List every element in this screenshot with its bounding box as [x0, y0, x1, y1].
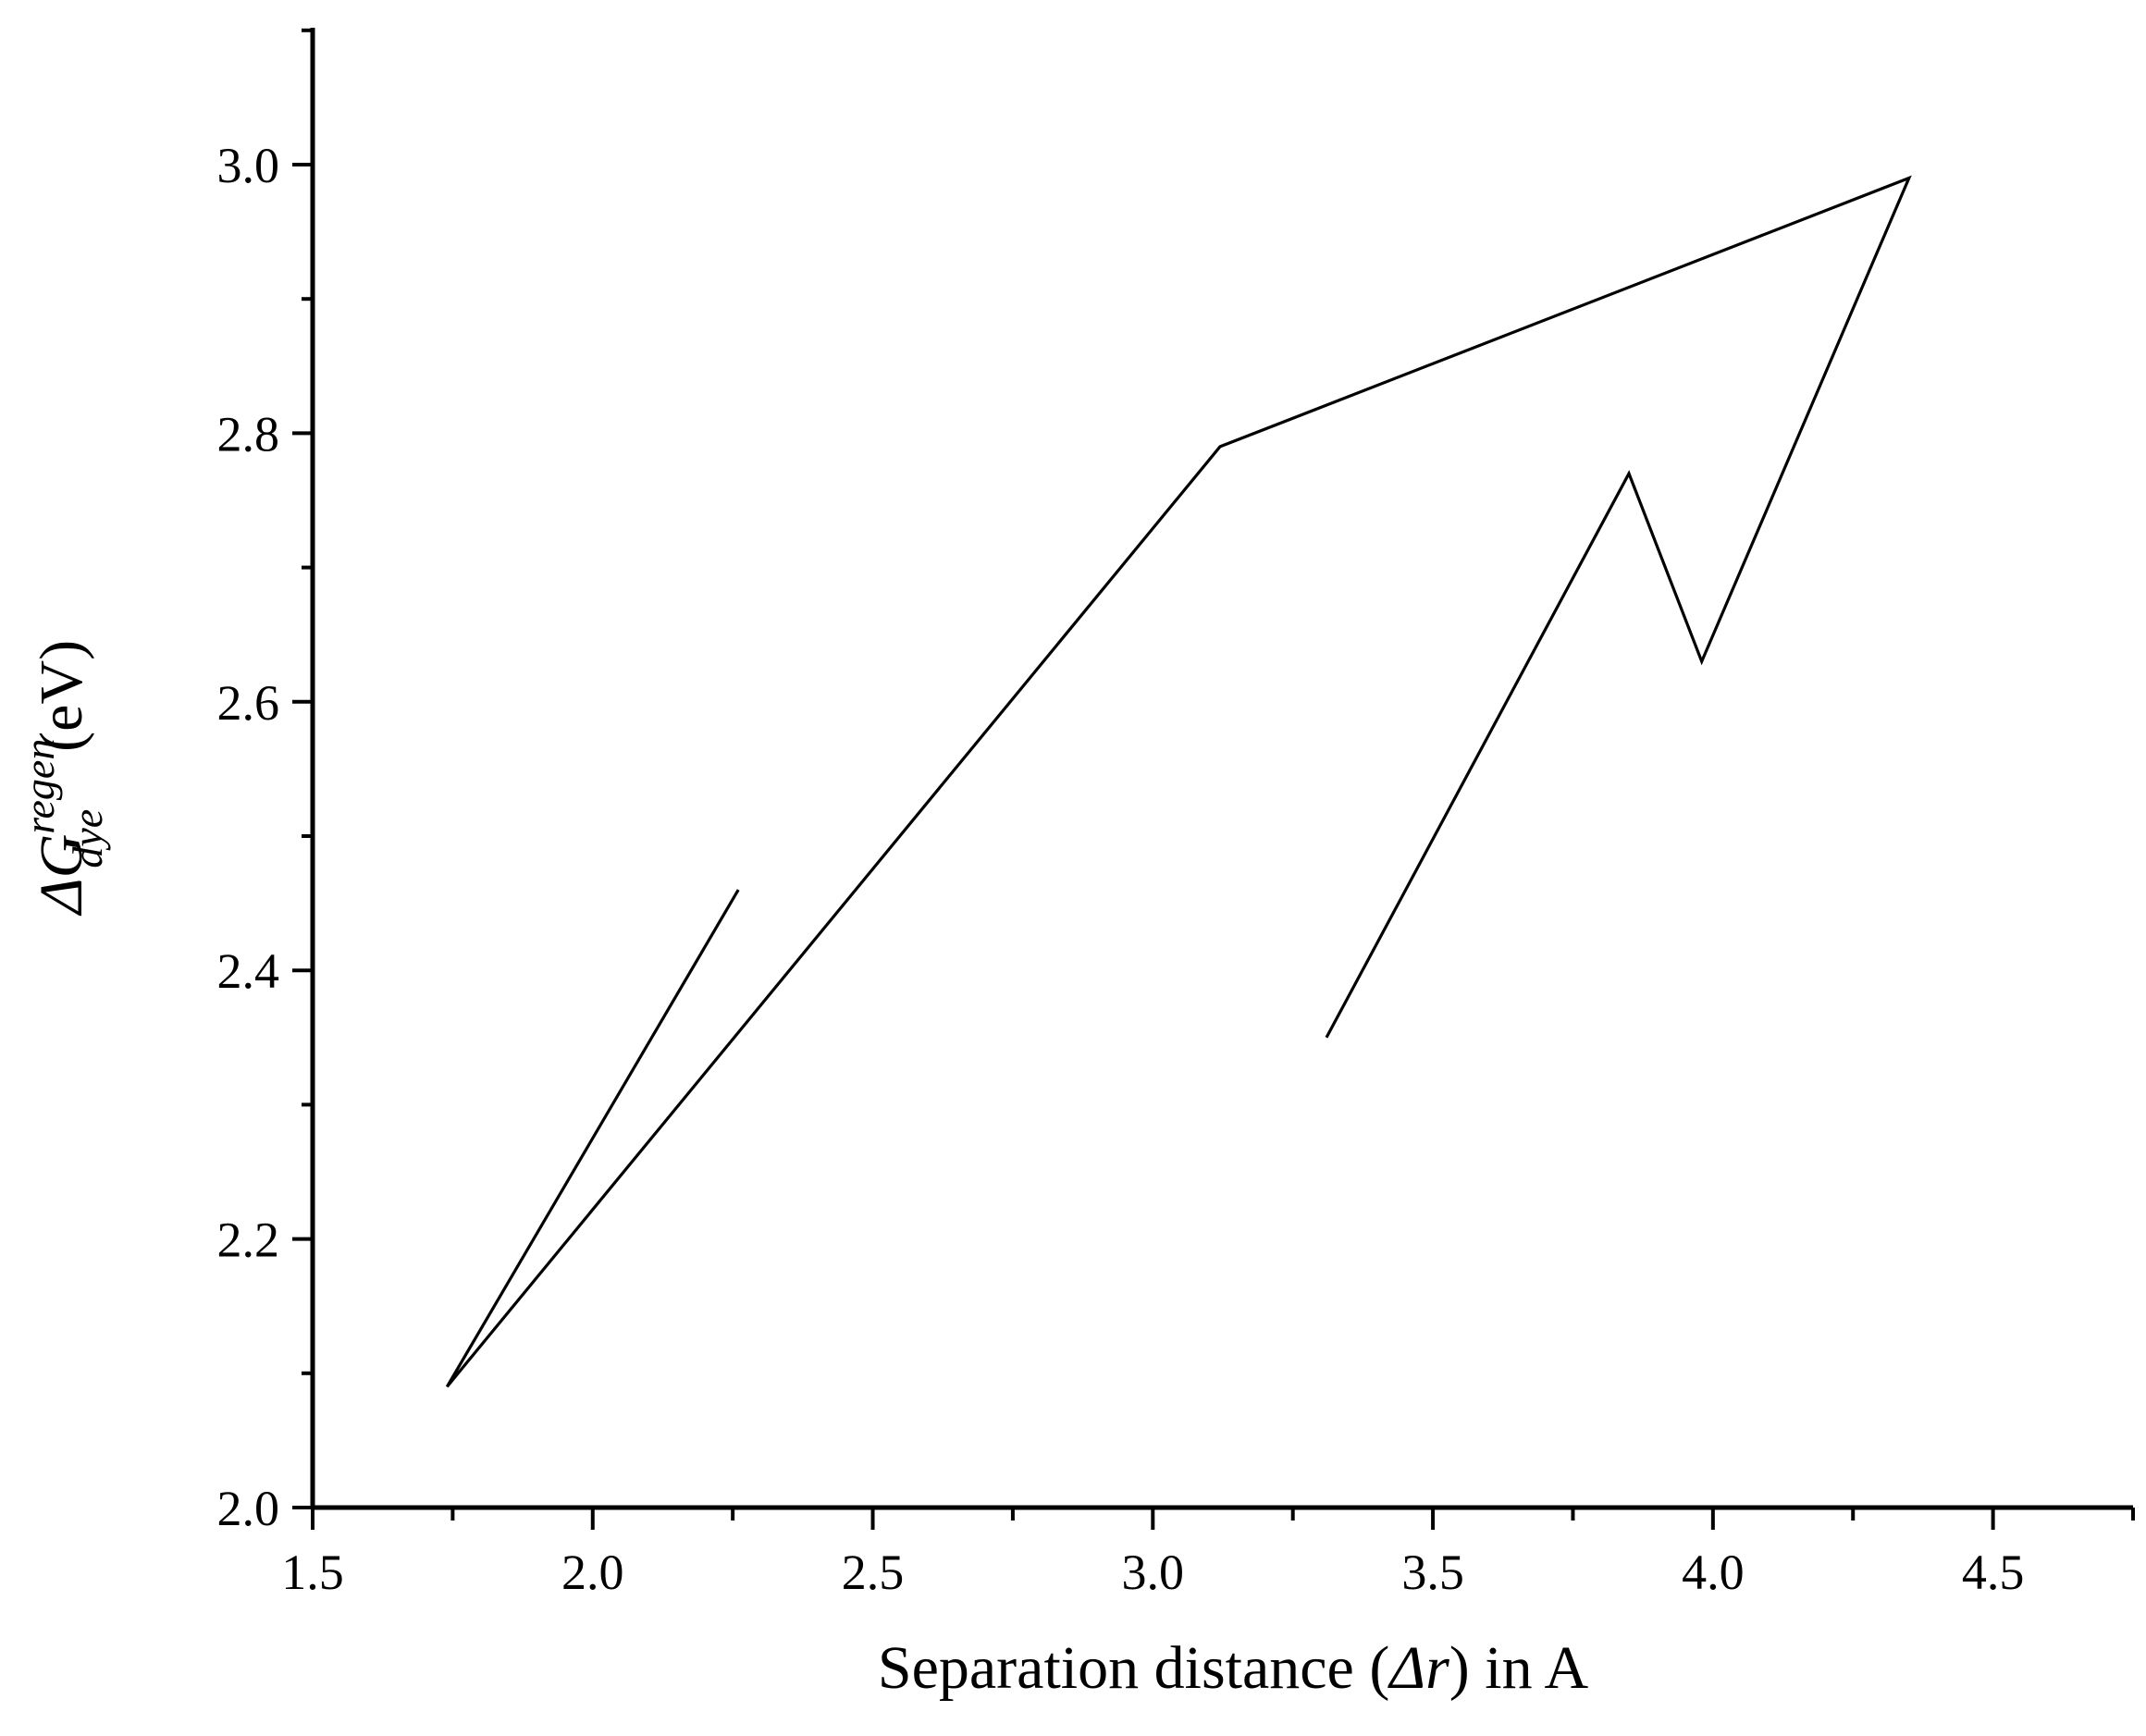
series-layer	[445, 175, 1912, 1388]
x-tick-label: 1.5	[281, 1545, 344, 1600]
y-tick-label: 2.6	[217, 675, 280, 731]
x-tick-label: 2.0	[561, 1545, 624, 1600]
y-axis-title-unit: (eV)	[28, 640, 95, 752]
y-axis-title-subscript: dye	[64, 809, 111, 868]
y-axis-title-delta: ΔG	[28, 834, 95, 917]
y-ticks: 2.0 2.2 2.4 2.6 2.8 3.0	[217, 28, 313, 1536]
x-tick-label: 2.5	[842, 1545, 905, 1600]
y-tick-label: 2.8	[217, 406, 280, 462]
series-line	[445, 175, 1912, 1388]
y-tick-label: 2.2	[217, 1213, 280, 1268]
x-tick-label: 4.5	[1962, 1545, 2025, 1600]
x-tick-label: 3.5	[1401, 1545, 1464, 1600]
y-axis-title-superscript: regen	[16, 739, 63, 834]
x-tick-label: 4.0	[1682, 1545, 1745, 1600]
x-tick-label: 3.0	[1122, 1545, 1185, 1600]
y-tick-label: 3.0	[217, 138, 280, 193]
x-axis-title-prefix: Separation distance (	[878, 1634, 1389, 1702]
x-axis-title-symbol: Δr	[1387, 1634, 1449, 1702]
x-axis-title: Separation distance (Δr) in A	[878, 1634, 1589, 1702]
x-axis-title-suffix: ) in A	[1449, 1634, 1589, 1702]
axes	[310, 28, 2133, 1510]
x-ticks: 1.5 2.0 2.5 3.0 3.5 4.0 4.5	[281, 1508, 2135, 1600]
y-tick-label: 2.4	[217, 943, 280, 999]
y-tick-label: 2.0	[217, 1481, 280, 1536]
y-axis-title: ΔGregendye (eV)	[16, 640, 111, 917]
